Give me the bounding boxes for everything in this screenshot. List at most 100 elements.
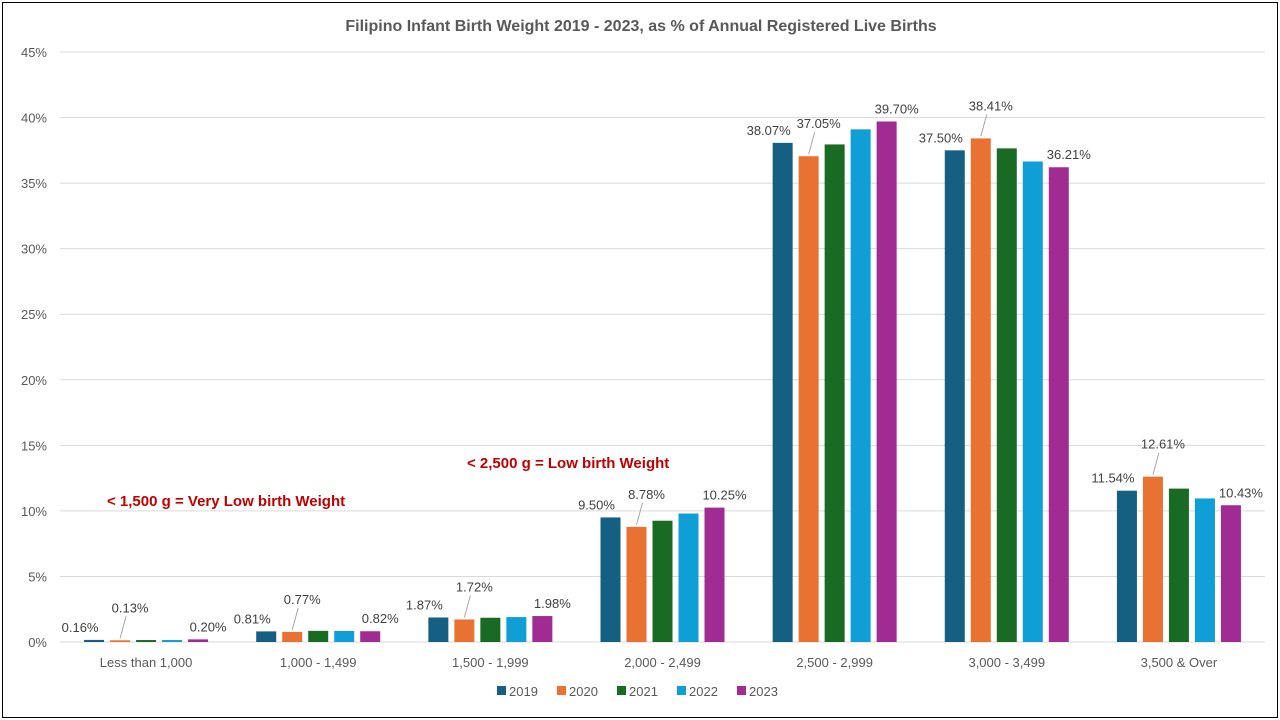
bar-2019-3-500-over <box>1116 490 1137 642</box>
y-tick-label: 25% <box>21 307 47 322</box>
bar-2022-less-than-1-000 <box>162 640 183 642</box>
data-label-2019-2-500-2-999: 38.07% <box>747 123 792 138</box>
x-axis-categories: Less than 1,000 1,000 - 1,499 1,500 - 1,99… <box>100 655 1218 670</box>
bar-2020-1-000-1-499 <box>282 631 303 642</box>
x-category-label: 3,500 & Over <box>1141 655 1218 670</box>
bar-2021-1-500-1-999 <box>480 617 501 642</box>
data-label-2023-3-000-3-499: 36.21% <box>1047 147 1092 162</box>
gridlines <box>60 51 1265 643</box>
bar-2021-1-000-1-499 <box>308 630 329 642</box>
y-tick-label: 40% <box>21 111 47 126</box>
legend-label-2020: 2020 <box>569 684 598 699</box>
data-label-2020-1-000-1-499: 0.77% <box>284 592 321 607</box>
bar-2021-2-500-2-999 <box>824 144 845 642</box>
bar-2020-1-500-1-999 <box>454 619 475 642</box>
legend-label-2022: 2022 <box>689 684 718 699</box>
bar-2019-2-000-2-499 <box>600 517 621 642</box>
bar-2020-2-500-2-999 <box>798 156 819 642</box>
legend-swatch-2021 <box>617 686 626 695</box>
bar-2023-3-500-over <box>1220 505 1241 642</box>
data-label-2023-2-000-2-499: 10.25% <box>702 488 747 503</box>
chart-title: Filipino Infant Birth Weight 2019 - 2023… <box>345 18 936 35</box>
bars <box>84 121 1241 643</box>
data-label-2023-3-500-over: 10.43% <box>1219 485 1264 500</box>
label-leader-line <box>119 616 127 639</box>
label-leader-line <box>636 502 643 526</box>
data-label-2019-1-000-1-499: 0.81% <box>234 611 271 626</box>
data-label-2020-2-500-2-999: 37.05% <box>797 116 842 131</box>
y-axis-ticks: 0% 5% 10% 15% 20% 25% 30% 35% 40% 45% <box>21 45 47 650</box>
x-category-label: 1,000 - 1,499 <box>280 655 357 670</box>
bar-2022-1-000-1-499 <box>334 630 355 642</box>
label-leader-lines <box>119 114 1160 639</box>
y-tick-label: 0% <box>28 635 47 650</box>
legend-swatch-2022 <box>677 686 686 695</box>
bar-2021-less-than-1-000 <box>136 640 157 642</box>
data-label-2020-less-than-1-000: 0.13% <box>112 600 149 615</box>
bar-2019-1-000-1-499 <box>256 631 277 642</box>
bar-2019-less-than-1-000 <box>84 639 105 642</box>
bar-chart: Filipino Infant Birth Weight 2019 - 2023… <box>21 18 1265 699</box>
bar-2022-3-000-3-499 <box>1022 161 1043 642</box>
data-labels: 0.16% 0.13% 0.20% 0.81% 0.77% 0.82% 1.87% 1.72%… <box>62 98 1264 635</box>
legend-swatch-2023 <box>737 686 746 695</box>
bar-2019-2-500-2-999 <box>772 142 793 643</box>
bar-2023-less-than-1-000 <box>188 639 209 642</box>
label-leader-line <box>808 132 816 155</box>
annotation-very-low-birth-weight: < 1,500 g = Very Low birth Weight <box>107 493 345 510</box>
bar-2020-3-000-3-499 <box>970 138 991 642</box>
legend-label-2023: 2023 <box>749 684 778 699</box>
legend: 2019 2020 2021 2022 2023 <box>497 684 778 699</box>
data-label-2023-1-000-1-499: 0.82% <box>362 611 399 626</box>
x-category-label: 2,500 - 2,999 <box>796 655 873 670</box>
y-tick-label: 5% <box>28 569 47 584</box>
data-label-2020-2-000-2-499: 8.78% <box>628 487 665 502</box>
legend-swatch-2019 <box>497 686 506 695</box>
annotation-low-birth-weight: < 2,500 g = Low birth Weight <box>467 455 669 472</box>
data-label-2019-less-than-1-000: 0.16% <box>62 620 99 635</box>
data-label-2023-2-500-2-999: 39.70% <box>875 101 920 116</box>
bar-2023-1-500-1-999 <box>532 616 553 642</box>
bar-2021-2-000-2-499 <box>652 520 673 642</box>
bar-2020-less-than-1-000 <box>110 640 131 642</box>
bar-2019-1-500-1-999 <box>428 617 449 642</box>
data-label-2019-1-500-1-999: 1.87% <box>406 597 443 612</box>
data-label-2023-less-than-1-000: 0.20% <box>190 619 227 634</box>
label-leader-line <box>980 114 988 137</box>
bar-2023-2-000-2-499 <box>704 507 725 642</box>
y-tick-label: 20% <box>21 373 47 388</box>
legend-label-2021: 2021 <box>629 684 658 699</box>
y-tick-label: 30% <box>21 242 47 257</box>
bar-2023-3-000-3-499 <box>1048 167 1069 642</box>
y-tick-label: 15% <box>21 438 47 453</box>
bar-2020-3-500-over <box>1142 476 1163 642</box>
x-category-label: 2,000 - 2,499 <box>624 655 701 670</box>
x-category-label: Less than 1,000 <box>100 655 193 670</box>
bar-2022-2-000-2-499 <box>678 513 699 642</box>
y-tick-label: 45% <box>21 45 47 60</box>
label-leader-line <box>1152 452 1160 475</box>
bar-2023-2-500-2-999 <box>876 121 897 642</box>
data-label-2019-2-000-2-499: 9.50% <box>578 497 615 512</box>
bar-2023-1-000-1-499 <box>360 631 381 642</box>
bar-2020-2-000-2-499 <box>626 526 647 642</box>
data-label-2020-3-000-3-499: 38.41% <box>969 98 1014 113</box>
data-label-2023-1-500-1-999: 1.98% <box>534 596 571 611</box>
bar-2021-3-500-over <box>1168 488 1189 642</box>
bar-2022-2-500-2-999 <box>850 129 871 642</box>
bar-2019-3-000-3-499 <box>944 150 965 643</box>
data-label-2020-3-500-over: 12.61% <box>1141 437 1186 452</box>
label-leader-line <box>291 607 299 631</box>
bar-2022-1-500-1-999 <box>506 617 527 642</box>
x-category-label: 3,000 - 3,499 <box>968 655 1045 670</box>
bar-2021-3-000-3-499 <box>996 148 1017 642</box>
data-label-2020-1-500-1-999: 1.72% <box>456 579 493 594</box>
data-label-2019-3-500-over: 11.54% <box>1091 471 1135 486</box>
y-tick-label: 35% <box>21 176 47 191</box>
label-leader-line <box>463 595 471 618</box>
x-category-label: 1,500 - 1,999 <box>452 655 529 670</box>
y-tick-label: 10% <box>21 504 47 519</box>
legend-swatch-2020 <box>557 686 566 695</box>
bar-2022-3-500-over <box>1194 498 1215 642</box>
